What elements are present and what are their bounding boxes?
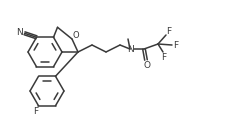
Text: F: F xyxy=(173,41,179,49)
Text: O: O xyxy=(73,31,79,41)
Text: N: N xyxy=(127,45,133,53)
Text: F: F xyxy=(166,28,172,36)
Text: O: O xyxy=(143,61,151,69)
Text: F: F xyxy=(161,52,167,62)
Text: F: F xyxy=(33,107,38,116)
Text: N: N xyxy=(16,28,23,37)
